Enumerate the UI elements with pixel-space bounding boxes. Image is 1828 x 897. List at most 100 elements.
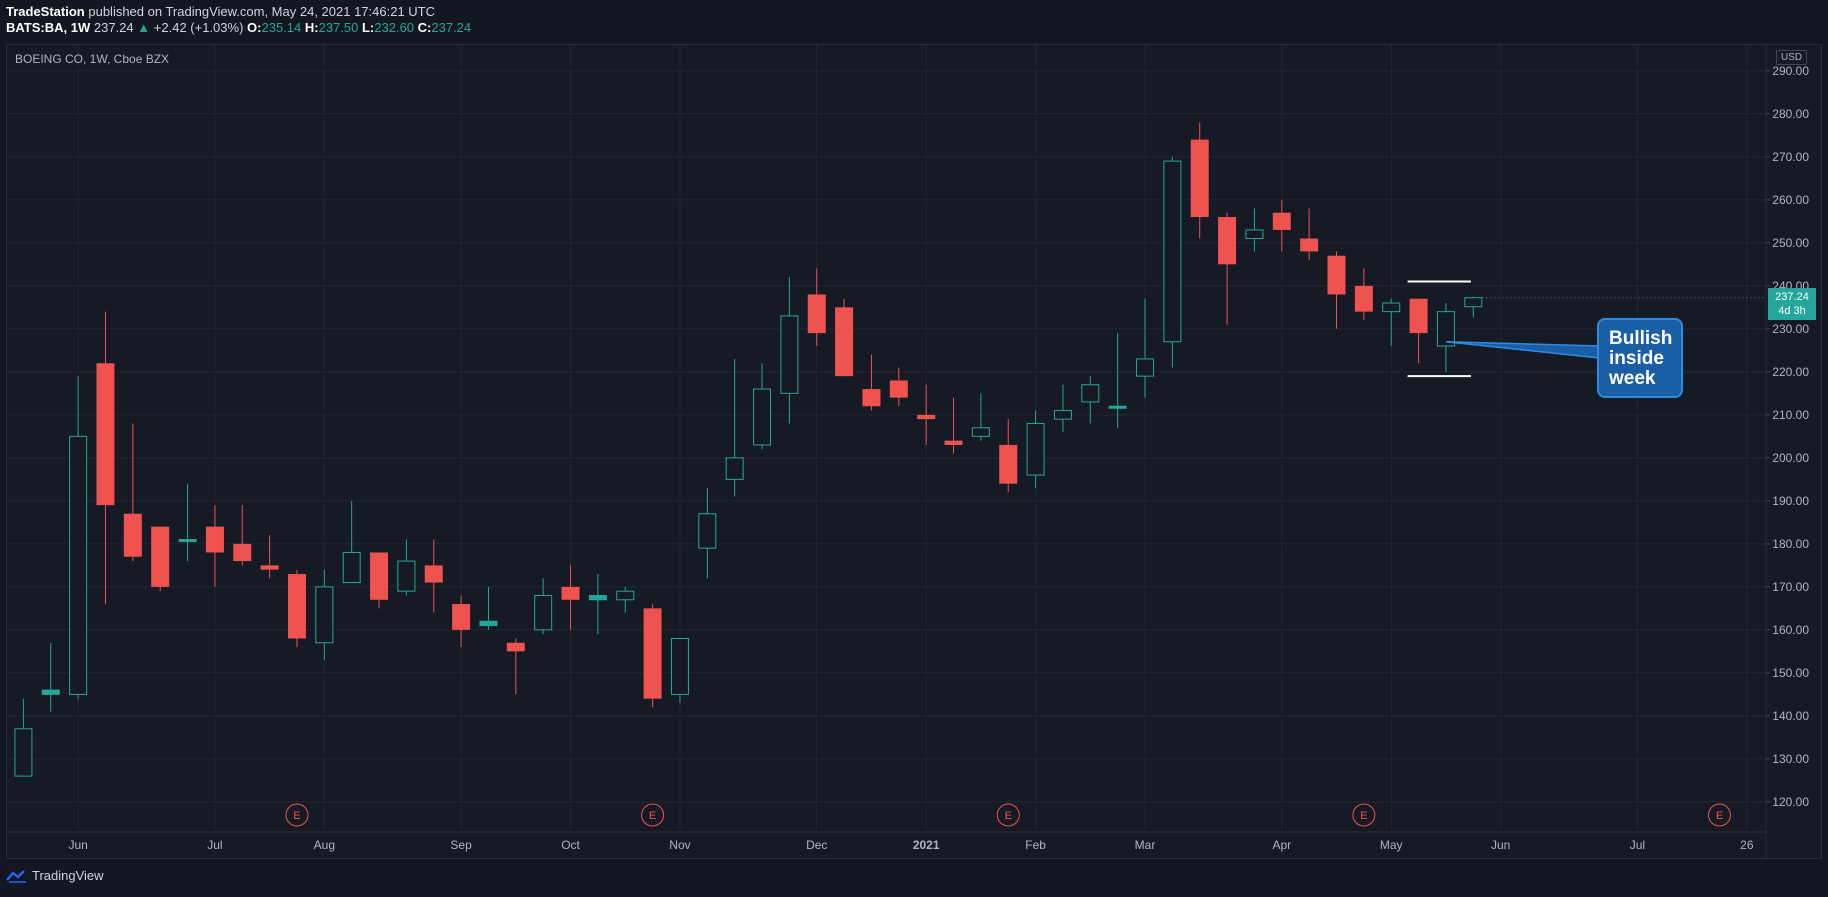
annotation-line: week <box>1609 368 1656 389</box>
candle-down <box>1327 251 1346 329</box>
candle-up <box>1026 410 1045 488</box>
price-tick-label: 130.00 <box>1772 752 1809 766</box>
earnings-label: E <box>649 810 656 822</box>
annotation-line: Bullish <box>1609 328 1673 349</box>
candle-up <box>41 642 60 712</box>
candle-up <box>616 586 635 613</box>
close-label: C: <box>417 20 432 35</box>
candle-down <box>205 505 224 587</box>
time-tick-label: Nov <box>669 838 690 852</box>
candle-body <box>233 543 252 562</box>
price-tick-label: 220.00 <box>1772 365 1809 379</box>
candle-down <box>643 604 662 708</box>
candle-body <box>862 389 881 407</box>
earnings-label: E <box>1360 810 1367 822</box>
tradingview-logo-icon <box>6 869 26 883</box>
candle-body <box>971 427 990 437</box>
candle-body <box>151 526 170 587</box>
time-tick-label: 26 <box>1740 838 1754 852</box>
earnings-label: E <box>1716 810 1723 822</box>
candle-body <box>1272 212 1291 230</box>
candle-body <box>424 565 443 583</box>
candle-body <box>69 435 88 695</box>
candle-body <box>1464 297 1483 308</box>
time-tick-label: May <box>1380 838 1403 852</box>
candle-body <box>753 388 772 446</box>
price-tick-label: 160.00 <box>1772 623 1809 637</box>
candle-up <box>1163 156 1182 368</box>
price-tick-label: 290.00 <box>1772 64 1809 78</box>
candle-up <box>1081 376 1100 424</box>
candle-body <box>780 315 799 394</box>
time-axis: Jun Jul Aug Sep Oct Nov Dec 2021 Feb Mar Apr May Jun… <box>68 838 1753 852</box>
earnings-circle <box>996 803 1020 827</box>
candle-body <box>1136 358 1155 377</box>
candle-up <box>588 573 607 635</box>
price-tick-label: 170.00 <box>1772 580 1809 594</box>
candle-down <box>123 423 142 562</box>
publish-info: published on TradingView.com, May 24, 20… <box>84 4 436 19</box>
earnings-label: E <box>1005 810 1012 822</box>
footer[interactable]: TradingView <box>6 868 104 883</box>
time-tick-label: Dec <box>806 838 827 852</box>
earnings-circle <box>1707 803 1731 827</box>
candle-down <box>1272 199 1291 252</box>
candle-body <box>534 594 553 631</box>
candle-body <box>561 586 580 600</box>
candle-body <box>999 444 1018 484</box>
time-tick-label: Jul <box>1630 838 1645 852</box>
candle-down <box>807 268 826 347</box>
earnings-circle <box>285 803 309 827</box>
candle-up <box>753 363 772 450</box>
candle-up <box>1436 303 1455 372</box>
candle-body <box>41 689 60 695</box>
candle-body <box>616 590 635 601</box>
candle-body <box>479 620 498 627</box>
candle-down <box>506 638 525 695</box>
currency-badge[interactable]: USD <box>1776 50 1808 65</box>
candle-body <box>807 294 826 334</box>
candle-up <box>1245 208 1264 252</box>
candle-up <box>1053 384 1072 433</box>
candle-up <box>971 393 990 441</box>
low-label: L: <box>361 20 375 35</box>
candle-body <box>96 363 115 506</box>
candle-body <box>1218 217 1237 265</box>
publisher-name[interactable]: TradeStation <box>6 4 85 19</box>
candle-body <box>835 307 854 377</box>
price-tick-label: 230.00 <box>1772 322 1809 336</box>
candle-down <box>1190 122 1209 239</box>
candle-body <box>123 513 142 557</box>
annotation-callout[interactable]: Bullish inside week <box>1597 318 1683 398</box>
candle-down <box>999 419 1018 493</box>
candle-body <box>1245 229 1264 240</box>
candle-down <box>1300 208 1319 261</box>
candle-down <box>233 505 252 566</box>
candle-down <box>1409 298 1428 364</box>
time-tick-label: Sep <box>450 838 472 852</box>
last-price: 237.24 <box>93 20 134 35</box>
symbol-label[interactable]: BATS:BA, 1W <box>6 20 91 35</box>
candle-down <box>287 569 306 648</box>
candle-up <box>397 539 416 596</box>
earnings-marker: E <box>1352 803 1376 827</box>
candles <box>14 122 1766 777</box>
candle-body <box>287 573 306 639</box>
candle-body <box>1327 255 1346 295</box>
candle-body <box>670 637 689 695</box>
candle-body <box>506 642 525 652</box>
candle-body <box>342 551 361 584</box>
candle-body <box>1081 384 1100 403</box>
annotation-line: inside <box>1609 348 1664 369</box>
candle-body <box>1300 238 1319 252</box>
candle-body <box>588 594 607 601</box>
candle-body <box>643 608 662 699</box>
candle-body <box>1026 422 1045 476</box>
candle-body <box>889 380 908 398</box>
open-label: O: <box>247 20 262 35</box>
candle-body <box>1053 410 1072 420</box>
price-tick-label: 260.00 <box>1772 193 1809 207</box>
candle-body <box>1108 405 1127 409</box>
time-tick-label: Jun <box>1491 838 1510 852</box>
